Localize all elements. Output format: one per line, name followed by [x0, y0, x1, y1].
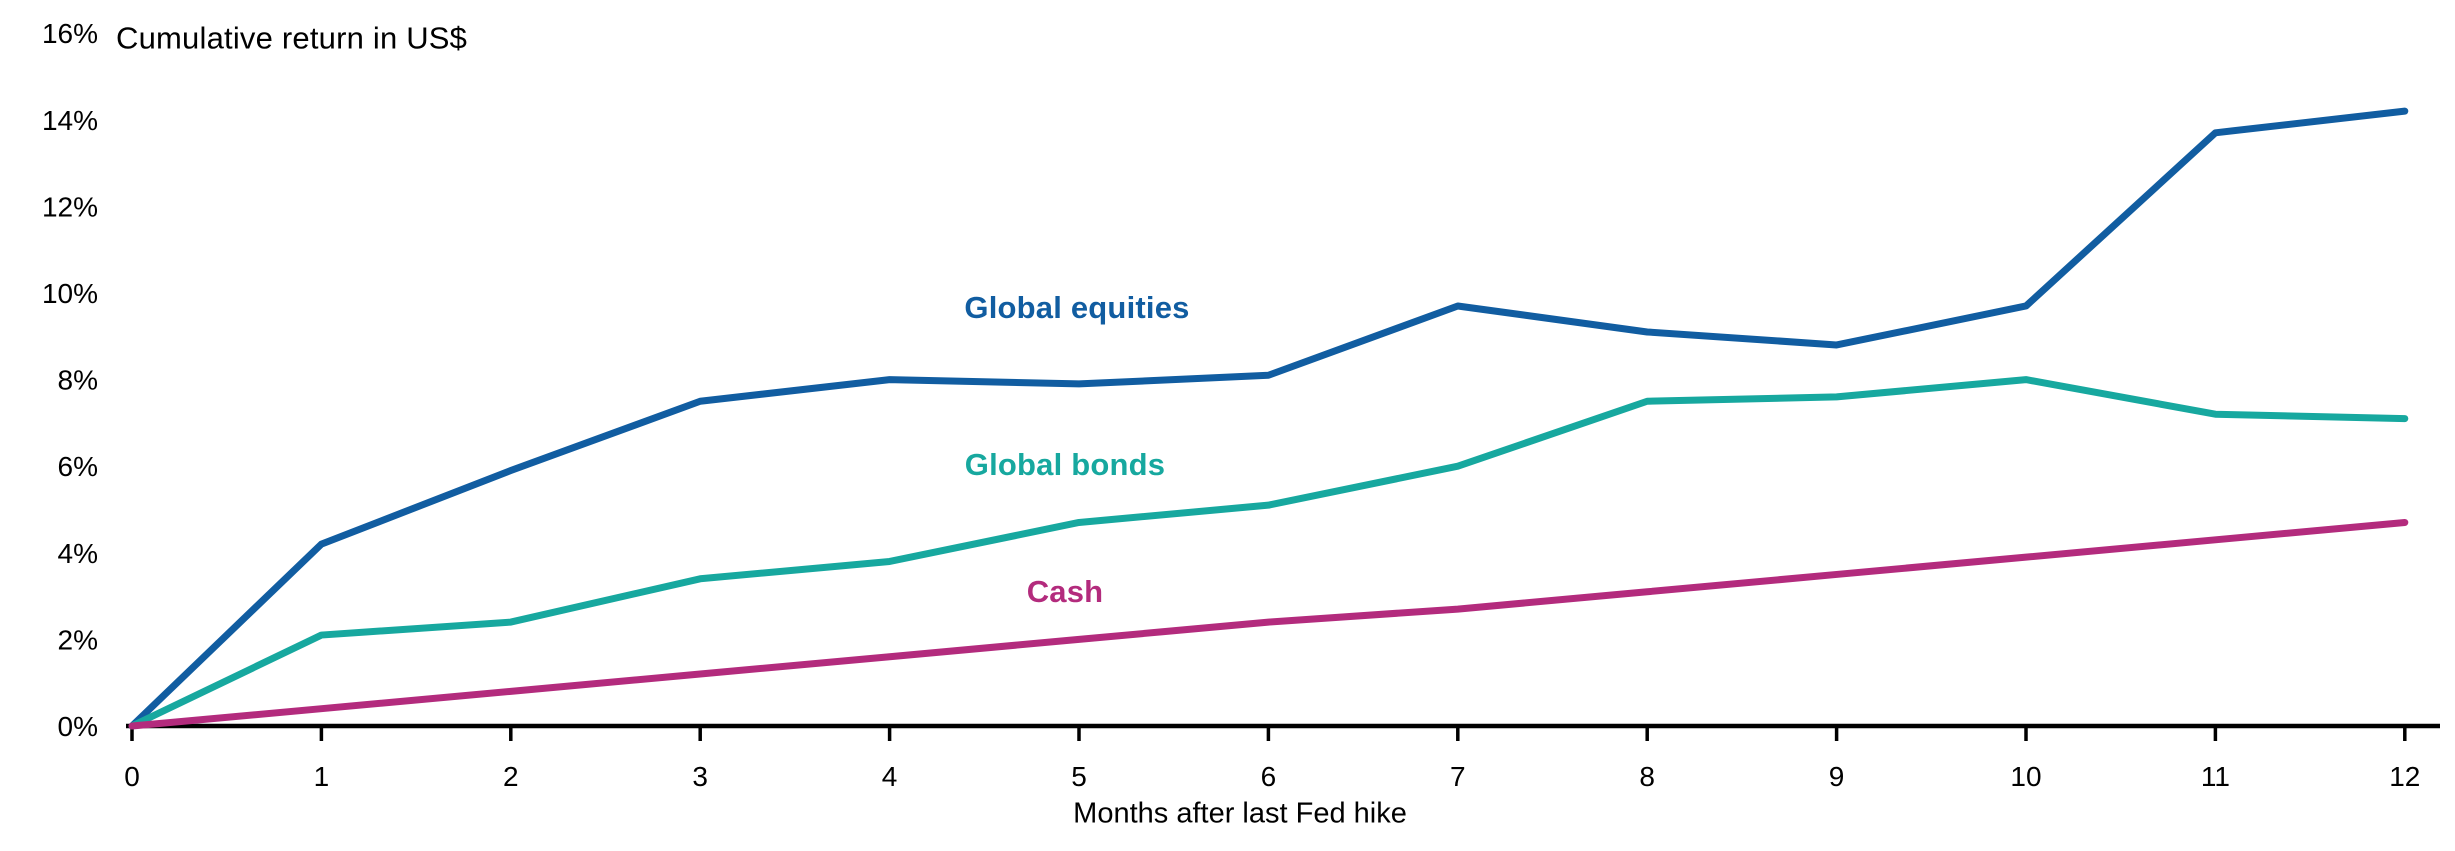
- line-cash: [128, 518, 2409, 730]
- y-tick-label: 16%: [42, 18, 98, 49]
- y-tick-label: 8%: [58, 365, 98, 396]
- x-tick-label: 11: [2201, 761, 2230, 792]
- line-global-bonds: [128, 376, 2409, 730]
- y-tick-label: 4%: [58, 538, 98, 569]
- y-tick-label: 6%: [58, 451, 98, 482]
- y-tick-label: 10%: [42, 278, 98, 309]
- x-tick-label: 2: [503, 761, 519, 792]
- y-tick-label: 2%: [58, 624, 98, 655]
- y-tick-label: 12%: [42, 191, 98, 222]
- chart-title: Cumulative return in US$: [116, 20, 468, 56]
- x-tick-label: 9: [1829, 761, 1845, 792]
- x-tick-label: 6: [1261, 761, 1277, 792]
- series-label-global-equities: Global equities: [964, 290, 1190, 325]
- y-tick-label: 0%: [58, 711, 98, 742]
- y-tick-label: 14%: [42, 105, 98, 136]
- x-tick-label: 3: [692, 761, 708, 792]
- x-tick-label: 10: [2010, 761, 2041, 792]
- x-tick-label: 8: [1639, 761, 1655, 792]
- x-tick-label: 5: [1071, 761, 1087, 792]
- series-label-global-bonds: Global bonds: [964, 447, 1166, 482]
- x-tick-label: 4: [882, 761, 898, 792]
- x-tick-label: 1: [314, 761, 330, 792]
- line-global-equities: [128, 107, 2409, 730]
- x-tick-label: 0: [124, 761, 140, 792]
- x-tick-label: 7: [1450, 761, 1466, 792]
- series-label-cash: Cash: [1026, 574, 1104, 609]
- x-axis-title: Months after last Fed hike: [1073, 797, 1407, 830]
- x-tick-label: 12: [2389, 761, 2420, 792]
